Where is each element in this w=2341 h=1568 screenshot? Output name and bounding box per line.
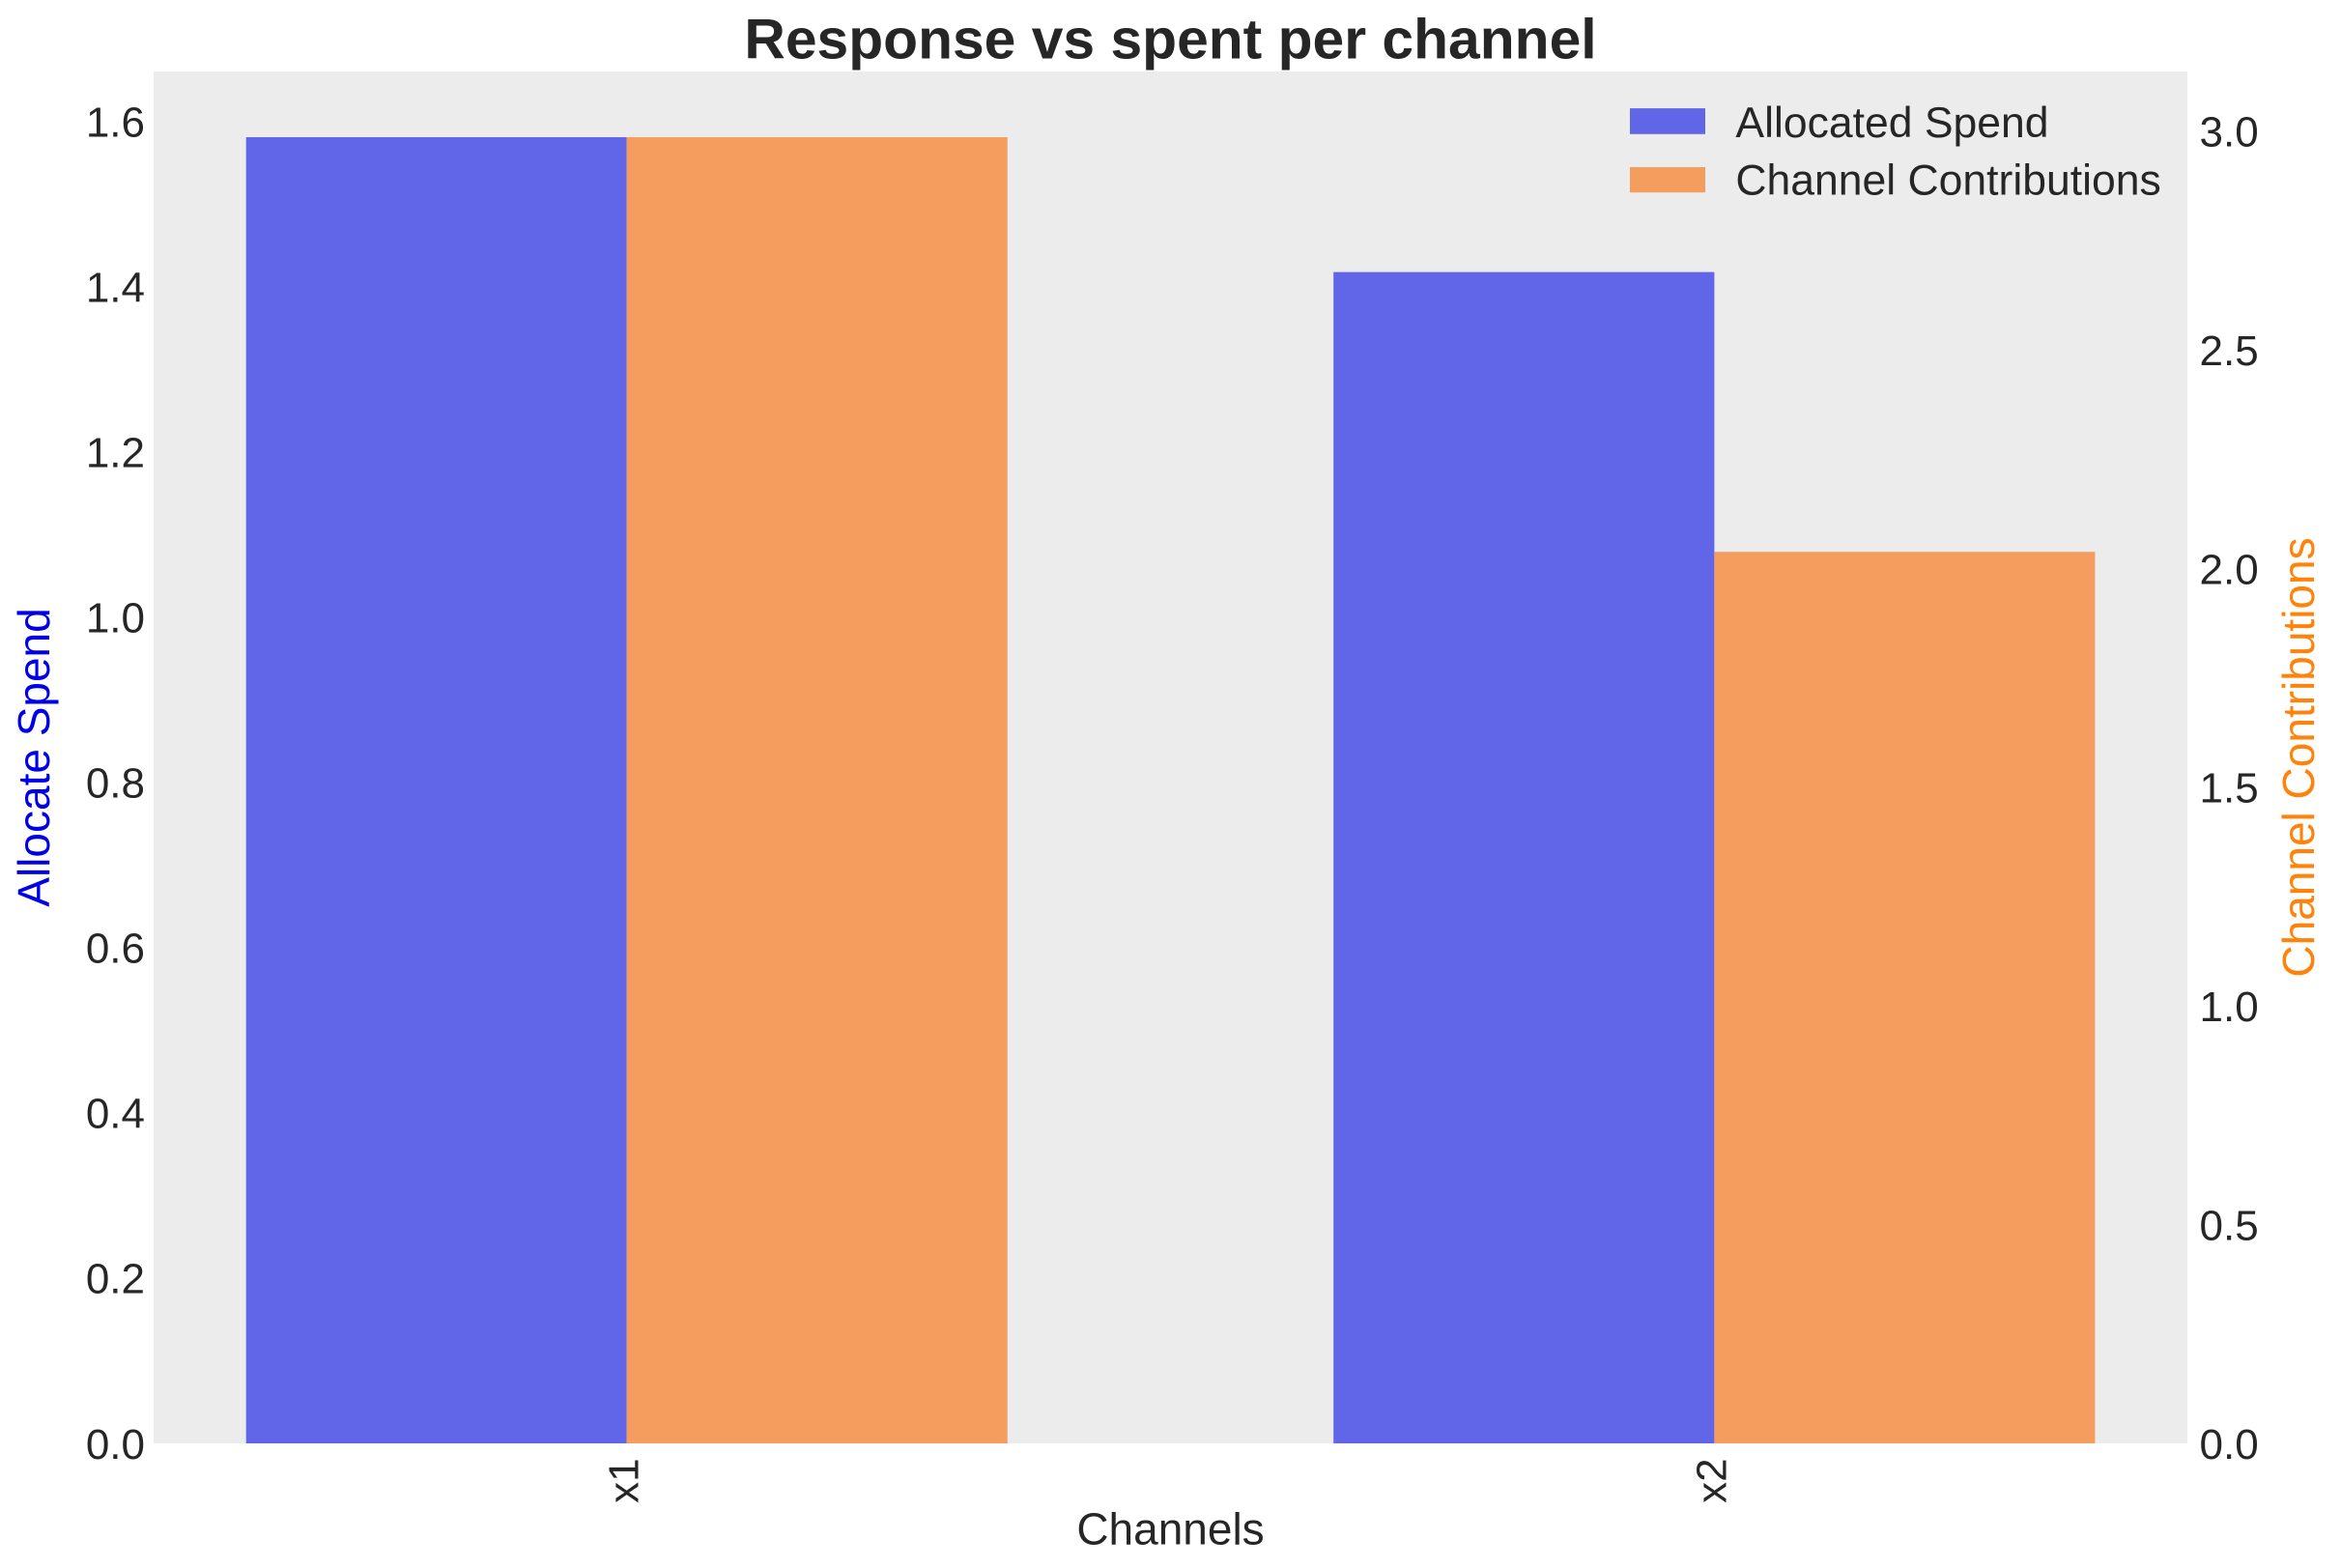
svg-text:x2: x2 (1689, 1458, 1736, 1502)
svg-text:Allocated Spend: Allocated Spend (1735, 100, 2048, 147)
svg-text:Channel Contributions: Channel Contributions (2273, 537, 2324, 977)
svg-text:Allocate Spend: Allocate Spend (9, 608, 59, 906)
svg-text:Channels: Channels (1076, 1503, 1264, 1554)
svg-text:Response vs spent per channel: Response vs spent per channel (744, 9, 1596, 71)
svg-text:1.6: 1.6 (86, 99, 145, 146)
svg-text:1.0: 1.0 (86, 594, 145, 641)
svg-text:Channel Contributions: Channel Contributions (1735, 157, 2160, 205)
svg-text:x1: x1 (601, 1458, 648, 1502)
svg-text:0.8: 0.8 (86, 760, 145, 808)
svg-text:3.0: 3.0 (2200, 109, 2259, 157)
svg-text:0.6: 0.6 (86, 926, 145, 973)
svg-text:0.4: 0.4 (86, 1091, 145, 1138)
svg-text:2.5: 2.5 (2200, 328, 2259, 375)
svg-text:0.0: 0.0 (86, 1421, 145, 1468)
svg-text:1.0: 1.0 (2200, 984, 2259, 1031)
svg-text:1.5: 1.5 (2200, 765, 2259, 813)
svg-text:0.5: 0.5 (2200, 1202, 2259, 1249)
svg-text:1.4: 1.4 (86, 264, 145, 311)
svg-text:0.0: 0.0 (2200, 1421, 2259, 1468)
svg-text:0.2: 0.2 (86, 1256, 145, 1303)
svg-text:1.2: 1.2 (86, 429, 145, 476)
svg-text:2.0: 2.0 (2200, 546, 2259, 593)
